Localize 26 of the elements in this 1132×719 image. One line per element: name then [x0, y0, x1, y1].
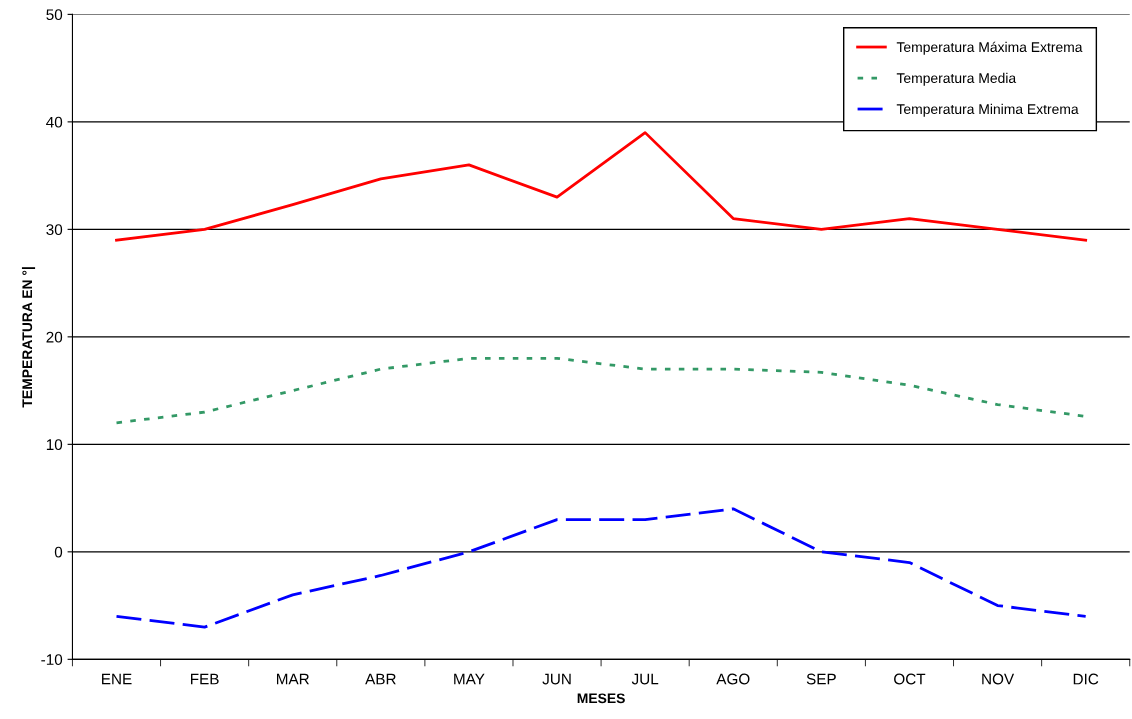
x-tick-label: SEP [806, 673, 836, 685]
x-tick-label: DIC [1073, 673, 1099, 685]
x-axis-title: MESES [577, 693, 625, 704]
legend-label: Temperatura Máxima Extrema [896, 41, 1083, 55]
y-tick-label: 20 [46, 331, 63, 343]
line-series [115, 131, 1088, 242]
y-tick-label: 10 [46, 439, 63, 451]
legend-label: Temperatura Media [896, 72, 1017, 86]
y-axis-title: TEMPERATURA EN °| [21, 267, 36, 408]
x-tick-label: FEB [191, 673, 219, 685]
x-tick-label: JUN [542, 673, 571, 685]
y-tick-label: 30 [46, 224, 63, 236]
y-tick-label: 50 [46, 9, 63, 21]
x-tick-label: MAY [454, 673, 485, 685]
x-tick-label: NOV [982, 673, 1015, 685]
y-tick-label: 0 [54, 546, 63, 558]
x-tick-label: AGO [716, 673, 750, 685]
x-tick-label: OCT [894, 673, 926, 685]
line-series [115, 507, 1088, 629]
legend-label: Temperatura Minima Extrema [896, 103, 1079, 117]
y-tick-label: -10 [41, 654, 63, 666]
x-tick-label: ABR [365, 673, 396, 685]
x-tick-label: MAR [276, 673, 309, 685]
y-tick-label: 40 [46, 116, 63, 128]
x-tick-label: ENE [102, 673, 132, 685]
x-tick-label: JUL [631, 673, 659, 685]
